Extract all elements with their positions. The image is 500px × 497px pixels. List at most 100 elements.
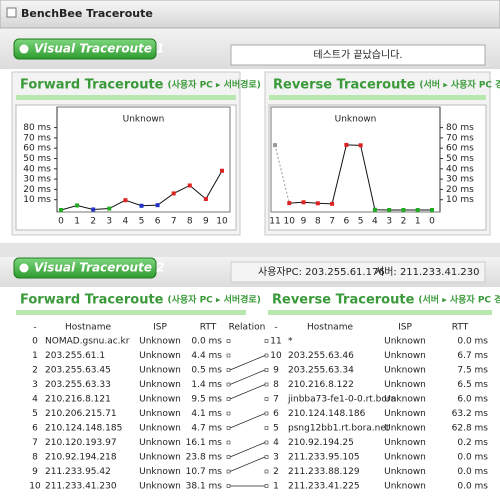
table-cell: Unknown [384,395,426,405]
table-cell: 16.1 ms [186,438,223,448]
table-cell: Unknown [139,453,181,463]
table-cell: Unknown [139,467,181,477]
y-tick-label: 60 ms [23,144,51,154]
table-cell: 10.7 ms [186,467,223,477]
table-cell: 2 [32,366,38,376]
x-tick-label: 7 [329,217,335,227]
chart-title: Forward Traceroute [20,78,164,93]
rtt-point [91,207,96,212]
relation-node [226,339,231,343]
chart-inner [15,104,237,231]
relation-node [264,484,269,488]
column-header: - [33,323,36,333]
table-cell: 210.216.8.122 [288,380,354,390]
x-tick-label: 8 [187,217,193,227]
table-cell: 211.233.95.105 [288,453,360,463]
column-header: RTT [200,323,217,333]
table-cell: 210.206.215.71 [45,409,117,419]
table-cell: 203.255.63.34 [288,366,354,376]
rtt-line [274,144,290,204]
rtt-point [330,201,335,206]
table-cell: psng12bb1.rt.bora.net [288,424,390,434]
table-cell: Unknown [139,380,181,390]
y-tick-label: 10 ms [446,195,474,205]
x-tick-label: 0 [58,217,64,227]
relation-line [229,369,266,385]
table-cell: 63.2 ms [452,409,489,419]
table-cell: 4.1 ms [191,409,222,419]
table-cell: 210.92.194.25 [288,438,354,448]
x-tick-label: 6 [343,217,349,227]
rtt-point [401,208,406,212]
chart-annotation: Unknown [335,115,377,125]
table-cell: 4 [273,438,279,448]
y-tick-label: 40 ms [446,164,474,174]
relation-node [226,484,231,488]
y-tick-label: 20 ms [446,185,474,195]
relation-node [264,368,269,372]
server: 서버: 211.233.41.230 [375,266,479,278]
x-tick-label: 10 [216,217,228,227]
x-tick-label: 4 [123,217,129,227]
table-cell: Unknown [139,395,181,405]
table-cell: 3 [273,453,279,463]
window-title: BenchBee Traceroute [21,7,153,20]
table-cell: * [288,337,293,347]
rtt-point [372,207,377,212]
x-tick-label: 6 [155,217,161,227]
rtt-point [139,203,144,208]
user-pc: 사용자PC: 203.255.61.176 [258,266,385,278]
x-tick-label: 9 [301,217,307,227]
relation-node [226,353,231,358]
table-cell: 7 [32,438,38,448]
table-cell: Unknown [384,337,426,347]
table-cell: 5 [32,409,38,419]
column-header: Hostname [65,323,111,333]
column-header: ISP [153,323,167,333]
y-tick-label: 30 ms [23,175,51,185]
relation-node [226,382,231,387]
button-icon [19,263,29,273]
y-tick-label: 70 ms [446,133,474,143]
rtt-point [171,191,176,196]
table-cell: 1 [273,482,279,492]
table-cell: 38.1 ms [186,482,223,492]
panel1-button [13,38,157,60]
relation-node [226,368,231,372]
table-cell: 6.5 ms [457,380,488,390]
rtt-point [301,200,306,205]
table-cell: 0.2 ms [457,438,488,448]
table-cell: Unknown [384,380,426,390]
y-tick-label: 40 ms [23,164,51,174]
x-tick-label: 5 [358,217,364,227]
table-cell: 4.4 ms [191,351,222,361]
table-cell: Unknown [139,337,181,347]
table-cell: jinbba73-fe1-0-0.rt.bora [287,395,396,405]
green-band [16,310,246,315]
table-cell: 0.0 ms [191,337,222,347]
reverse-title: Reverse Traceroute [272,293,415,308]
table-cell: 8 [32,453,38,463]
x-tick-label: 1 [74,217,80,227]
y-tick-label: 60 ms [446,144,474,154]
relation-node [264,469,269,474]
table-cell: 210.92.194.218 [45,453,117,463]
relation-node [226,440,231,445]
reverse-subtitle: (서버 ▸ 사용자 PC 경로) [418,294,500,306]
table-cell: NOMAD.gsnu.ac.kr [45,337,130,347]
relation-node [226,455,231,459]
table-cell: 203.255.63.45 [45,366,111,376]
chart-title: Reverse Traceroute [273,78,416,93]
table-cell: Unknown [139,351,181,361]
button-icon [19,44,29,54]
status-text: 테스트가 끝났습니다. [313,49,402,61]
forward-subtitle: (사용자 PC ▸ 서버경로) [168,294,261,306]
x-tick-label: 3 [106,217,112,227]
rtt-point [358,143,363,148]
window-icon [6,7,17,18]
table-cell: 211.233.95.42 [45,467,111,477]
table-cell: 211.233.88.129 [288,467,360,477]
rtt-point [107,206,112,211]
table-cell: 203.255.63.33 [45,380,111,390]
green-band [16,95,236,100]
